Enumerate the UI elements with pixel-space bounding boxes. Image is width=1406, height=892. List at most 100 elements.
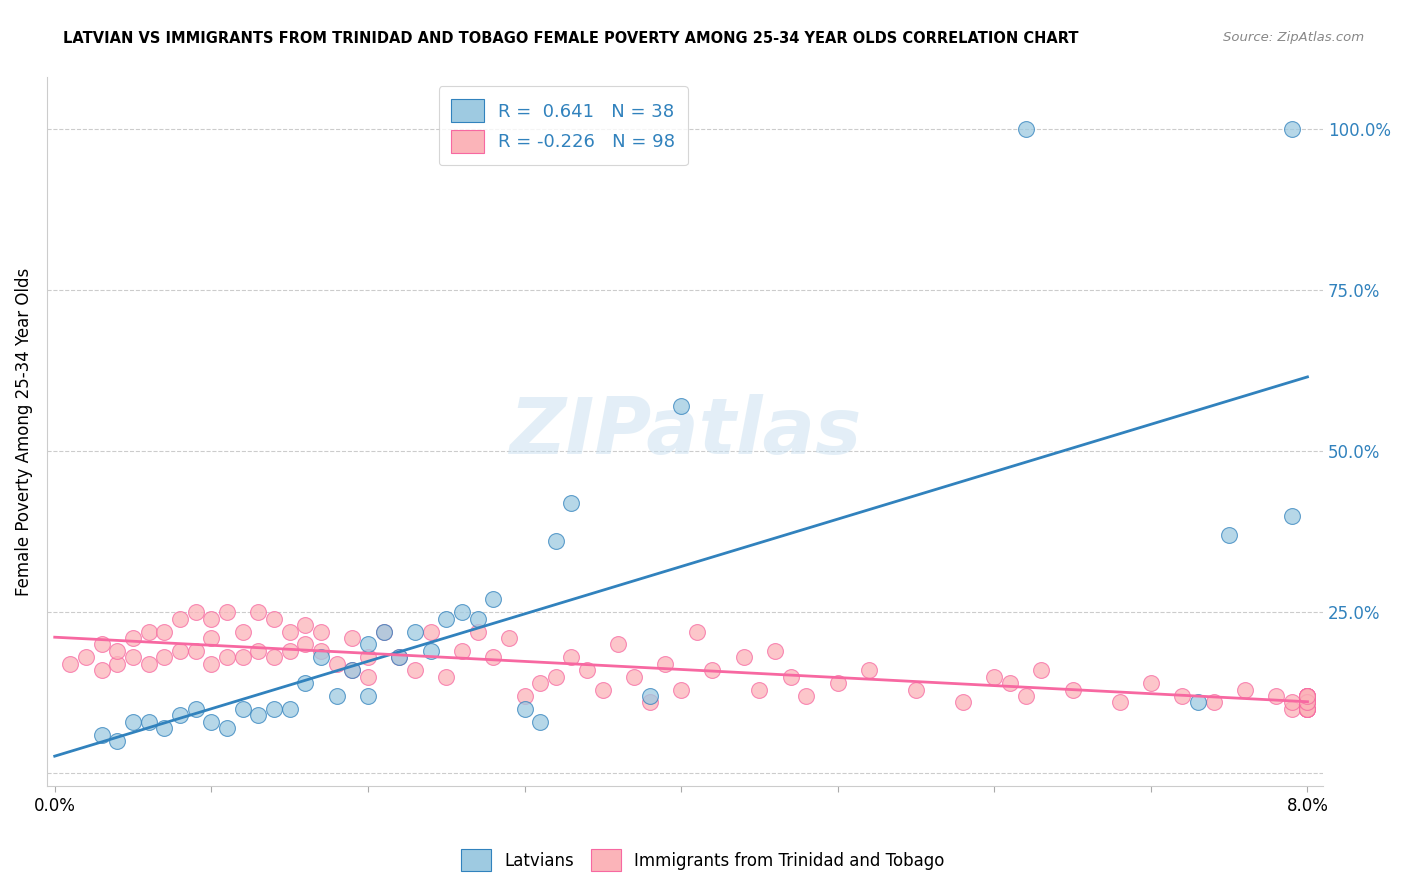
Point [733,650,755,665]
Point [404,624,426,639]
Point [90,637,112,651]
Point [263,650,285,665]
Point [357,637,380,651]
Point [169,612,191,626]
Point [1171,689,1194,703]
Text: LATVIAN VS IMMIGRANTS FROM TRINIDAD AND TOBAGO FEMALE POVERTY AMONG 25-34 YEAR O: LATVIAN VS IMMIGRANTS FROM TRINIDAD AND … [63,31,1078,46]
Point [200,631,222,645]
Point [122,631,145,645]
Point [1281,122,1303,136]
Point [467,612,489,626]
Point [779,670,801,684]
Point [263,702,285,716]
Point [434,612,457,626]
Point [1014,689,1036,703]
Point [153,624,176,639]
Point [1281,702,1303,716]
Point [592,682,614,697]
Point [138,657,160,671]
Point [576,663,599,677]
Point [138,714,160,729]
Point [998,676,1021,690]
Point [544,534,567,549]
Point [1296,702,1319,716]
Point [215,721,238,735]
Point [763,644,786,658]
Point [1296,689,1319,703]
Point [325,657,347,671]
Point [529,676,551,690]
Point [1108,695,1130,709]
Point [654,657,676,671]
Point [247,605,270,619]
Point [1281,508,1303,523]
Point [858,663,880,677]
Point [263,612,285,626]
Point [669,399,692,413]
Point [498,631,520,645]
Point [607,637,630,651]
Point [294,637,316,651]
Point [309,644,332,658]
Point [247,708,270,723]
Point [1296,702,1319,716]
Point [1296,695,1319,709]
Point [357,689,380,703]
Point [638,695,661,709]
Point [105,734,128,748]
Point [983,670,1005,684]
Point [1296,695,1319,709]
Point [232,624,254,639]
Point [294,676,316,690]
Point [1140,676,1163,690]
Point [1233,682,1256,697]
Point [1014,122,1036,136]
Point [1296,695,1319,709]
Point [1281,695,1303,709]
Point [419,624,441,639]
Legend: Latvians, Immigrants from Trinidad and Tobago: Latvians, Immigrants from Trinidad and T… [453,841,953,880]
Point [560,496,582,510]
Point [232,650,254,665]
Point [342,663,364,677]
Point [75,650,97,665]
Point [232,702,254,716]
Point [247,644,270,658]
Point [638,689,661,703]
Point [342,631,364,645]
Y-axis label: Female Poverty Among 25-34 Year Olds: Female Poverty Among 25-34 Year Olds [15,268,32,596]
Point [357,650,380,665]
Point [309,650,332,665]
Point [904,682,927,697]
Point [796,689,818,703]
Point [105,644,128,658]
Text: Source: ZipAtlas.com: Source: ZipAtlas.com [1223,31,1364,45]
Point [1296,689,1319,703]
Point [513,702,536,716]
Point [544,670,567,684]
Point [529,714,551,729]
Point [200,657,222,671]
Point [184,605,207,619]
Point [138,624,160,639]
Point [200,612,222,626]
Point [1296,702,1319,716]
Point [669,682,692,697]
Point [1062,682,1084,697]
Point [122,650,145,665]
Point [1187,695,1209,709]
Point [373,624,395,639]
Point [105,657,128,671]
Point [215,650,238,665]
Point [153,721,176,735]
Point [278,644,301,658]
Point [122,714,145,729]
Text: ZIPatlas: ZIPatlas [509,393,860,470]
Point [748,682,770,697]
Point [560,650,582,665]
Point [1031,663,1053,677]
Point [59,657,82,671]
Point [90,728,112,742]
Point [153,650,176,665]
Point [169,708,191,723]
